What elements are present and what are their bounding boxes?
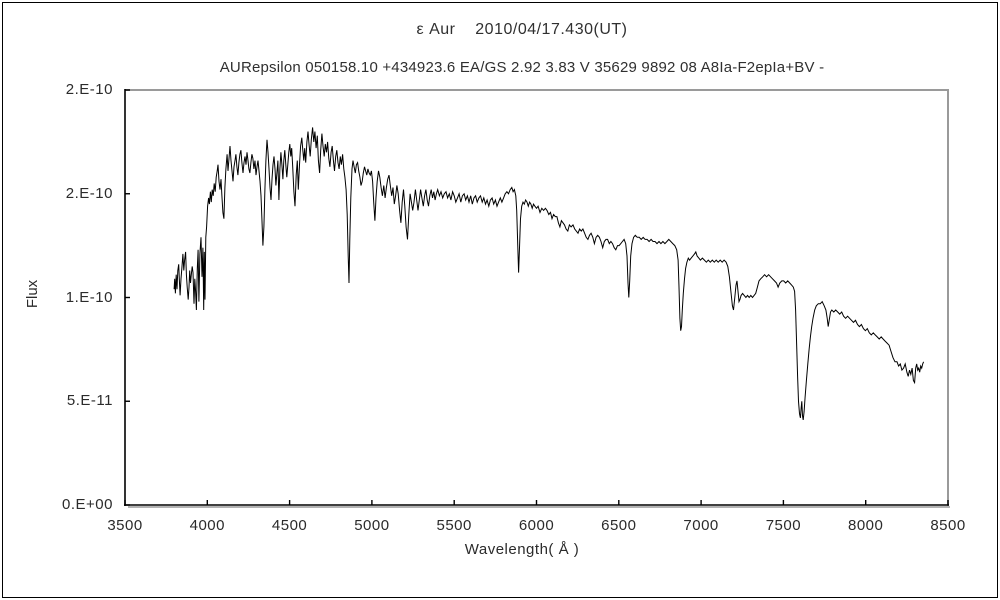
x-tick-label: 8500 — [930, 517, 966, 534]
y-tick-label: 5.E-11 — [66, 392, 113, 410]
x-tick-label: 4000 — [189, 517, 225, 534]
x-tick-label: 8000 — [848, 517, 884, 534]
chart-subtitle: AURepsilon 050158.10 +434923.6 EA/GS 2.9… — [219, 59, 825, 76]
x-tick-label: 7500 — [765, 517, 802, 534]
chart-title: ε Aur 2010/04/17.430(UT) — [416, 21, 628, 38]
x-tick-label: 5000 — [354, 517, 390, 534]
x-tick-label: 4500 — [271, 517, 308, 534]
x-tick-label: 7000 — [683, 517, 719, 534]
x-tick-label: 3500 — [107, 517, 143, 534]
y-tick-label: 2.E-10 — [65, 81, 113, 98]
y-tick-label: 1.E-10 — [65, 288, 113, 306]
x-tick-label: 6000 — [518, 517, 555, 534]
y-tick-label: 0.E+00 — [62, 496, 113, 513]
axis-ticks — [124, 89, 949, 506]
x-tick-label: 6500 — [601, 517, 637, 534]
x-axis-title: Wavelength( Å ) — [464, 541, 580, 558]
x-tick-label: 5500 — [436, 517, 472, 534]
y-tick-label: 2.E-10 — [65, 184, 113, 202]
spectrum-curve — [173, 127, 925, 420]
